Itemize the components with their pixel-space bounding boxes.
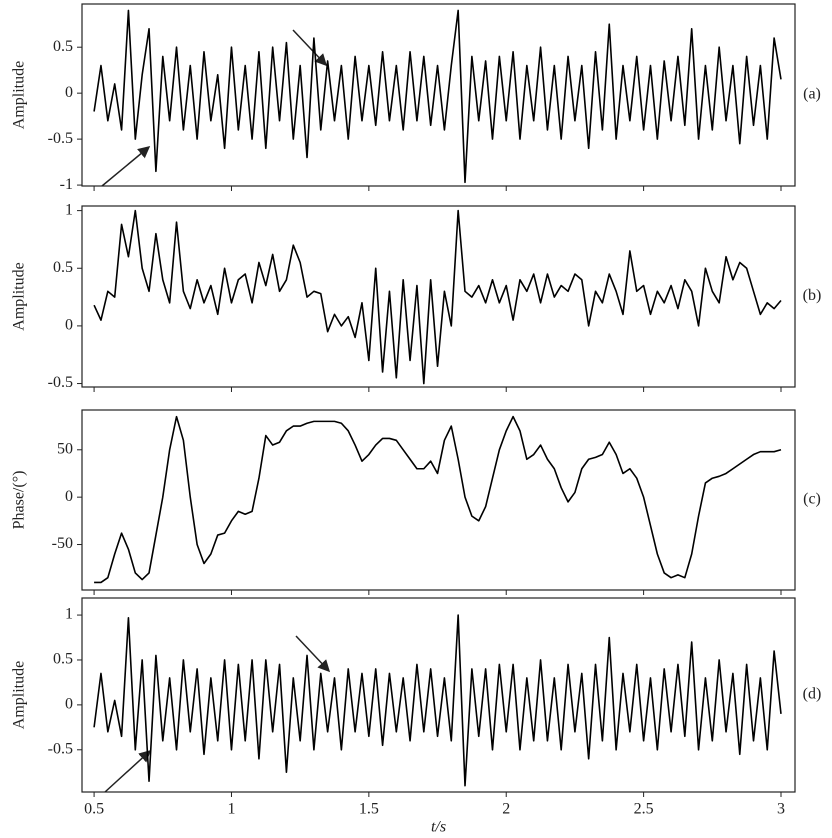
panel-label: (c) xyxy=(803,491,821,508)
y-tick-label: -0.5 xyxy=(48,130,73,147)
panel-label: (d) xyxy=(803,686,822,703)
x-tick-label: 0.5 xyxy=(84,801,104,818)
y-tick-label: 1 xyxy=(65,606,73,623)
arrow xyxy=(104,749,152,793)
trace-line xyxy=(93,614,782,787)
panel-label: (b) xyxy=(803,287,822,304)
panel: -50 0 50 Phase/(°) (c) xyxy=(11,409,821,595)
y-tick-label: -0.5 xyxy=(48,374,73,391)
x-tick-label: 1.5 xyxy=(359,801,379,818)
panel-label: (a) xyxy=(803,86,821,103)
x-axis-label: t/s xyxy=(431,819,446,836)
y-tick-label: -0.5 xyxy=(48,740,73,757)
plot-frame xyxy=(81,205,796,388)
panel: -1 -0.5 0 0.5 Amplitude (a) xyxy=(11,3,821,193)
x-tick-label: 2 xyxy=(502,801,510,818)
arrow xyxy=(295,635,331,673)
y-tick-label: 0.5 xyxy=(53,259,73,276)
y-tick-label: 0.5 xyxy=(53,651,73,668)
y-tick-label: 0.5 xyxy=(53,38,73,55)
y-axis-label: Amplitude xyxy=(11,661,28,729)
y-axis-label: Amplitude xyxy=(11,61,28,129)
annotation-arrows xyxy=(101,29,331,793)
x-tick-label: 3 xyxy=(777,801,785,818)
trace-line xyxy=(93,209,782,385)
plot-frame xyxy=(81,409,796,591)
plot-frame xyxy=(81,3,796,187)
panel: -0.5 0 0.5 1 0.5 1 1.5 2 2.5 3 Amplitude (d) t/s xyxy=(11,597,822,836)
arrow xyxy=(101,146,151,187)
plot-frame xyxy=(81,597,796,793)
y-tick-label: 0 xyxy=(65,317,73,334)
trace-line xyxy=(93,9,782,184)
x-tick-label: 2.5 xyxy=(634,801,654,818)
y-tick-label: 0 xyxy=(65,488,73,505)
panel: -0.5 0 0.5 1 Amplitude (b) xyxy=(11,201,822,392)
y-tick-label: -50 xyxy=(52,535,73,552)
x-tick-label: 1 xyxy=(227,801,235,818)
y-tick-label: 50 xyxy=(57,440,73,457)
y-tick-label: 1 xyxy=(65,201,73,218)
y-axis-label: Amplitude xyxy=(11,262,28,330)
trace-line xyxy=(94,415,782,584)
y-tick-label: 0 xyxy=(65,696,73,713)
arrow xyxy=(292,29,328,67)
y-tick-label: -1 xyxy=(60,176,73,193)
y-axis-label: Phase/(°) xyxy=(11,471,28,530)
y-tick-label: 0 xyxy=(65,84,73,101)
